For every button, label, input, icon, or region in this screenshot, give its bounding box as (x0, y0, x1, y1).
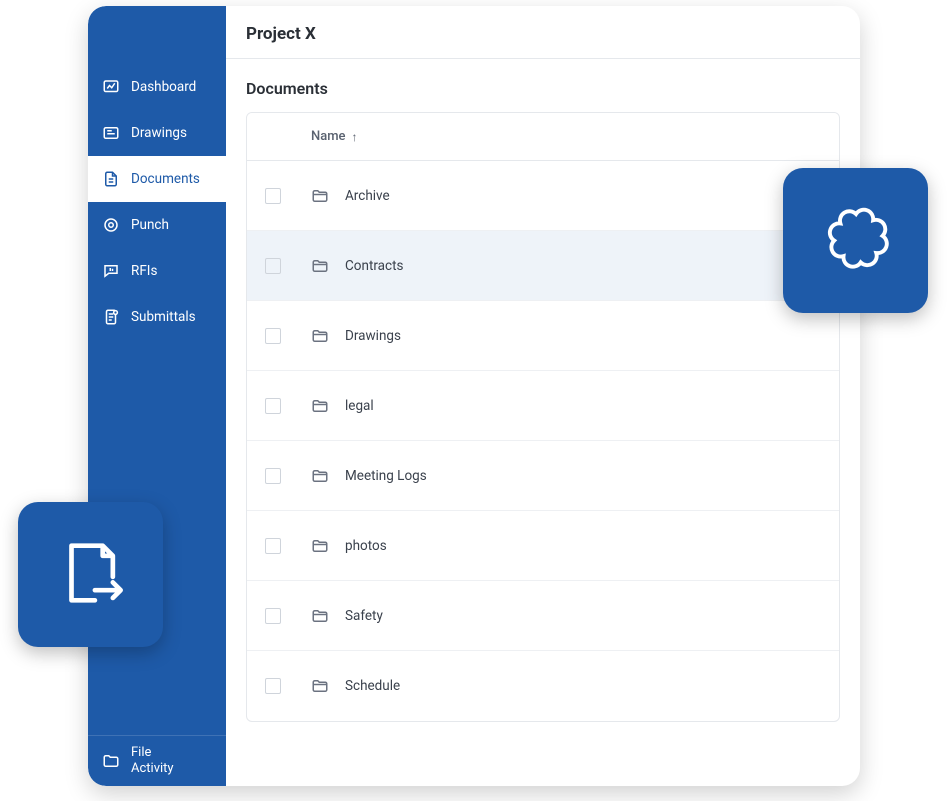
table-row[interactable]: Drawings (247, 301, 839, 371)
table-row[interactable]: Schedule (247, 651, 839, 721)
sidebar: Dashboard Drawings Documents Punch (88, 6, 226, 786)
row-checkbox[interactable] (265, 538, 281, 554)
sidebar-item-file-activity[interactable]: File Activity (88, 736, 226, 786)
row-checkbox[interactable] (265, 678, 281, 694)
row-checkbox[interactable] (265, 398, 281, 414)
folder-icon (311, 328, 329, 344)
column-header-name: Name (311, 129, 346, 144)
folder-icon (311, 608, 329, 624)
table-row[interactable]: Contracts (247, 231, 839, 301)
sidebar-item-rfis[interactable]: RFIs (88, 248, 226, 294)
sidebar-item-label: Submittals (131, 309, 196, 325)
row-checkbox[interactable] (265, 188, 281, 204)
row-checkbox[interactable] (265, 328, 281, 344)
row-name: Drawings (345, 328, 401, 344)
folder-icon (311, 678, 329, 694)
sidebar-item-label: Punch (131, 217, 169, 233)
folder-activity-icon (102, 752, 120, 770)
row-name: Schedule (345, 678, 400, 694)
sidebar-item-label: RFIs (131, 263, 157, 279)
sidebar-item-drawings[interactable]: Drawings (88, 110, 226, 156)
table-header[interactable]: Name ↑ (247, 113, 839, 161)
table-row[interactable]: Meeting Logs (247, 441, 839, 511)
header: Project X (226, 6, 860, 59)
page-title: Project X (246, 24, 840, 44)
sidebar-item-label: File Activity (131, 745, 174, 776)
row-name: Safety (345, 608, 383, 624)
rfi-icon (102, 262, 120, 280)
drawings-icon (102, 124, 120, 142)
row-checkbox[interactable] (265, 608, 281, 624)
file-export-icon (52, 534, 130, 616)
document-icon (102, 170, 120, 188)
folder-icon (311, 468, 329, 484)
folder-icon (311, 538, 329, 554)
table-row[interactable]: photos (247, 511, 839, 581)
sort-ascending-icon: ↑ (352, 130, 358, 144)
table-row[interactable]: Safety (247, 581, 839, 651)
row-checkbox[interactable] (265, 258, 281, 274)
app-window: Dashboard Drawings Documents Punch (88, 6, 860, 786)
row-name: legal (345, 398, 374, 414)
cloud-flower-icon (817, 200, 895, 282)
row-name: Meeting Logs (345, 468, 427, 484)
documents-table: Name ↑ Archive Contracts Drawings (246, 112, 840, 722)
folder-icon (311, 398, 329, 414)
table-row[interactable]: legal (247, 371, 839, 441)
sidebar-item-label: Drawings (131, 125, 187, 141)
main-content: Project X Documents Name ↑ Archive Contr… (226, 6, 860, 786)
table-row[interactable]: Archive (247, 161, 839, 231)
section-title: Documents (226, 59, 860, 112)
sidebar-item-documents[interactable]: Documents (88, 156, 226, 202)
export-file-card (18, 502, 163, 647)
sidebar-item-submittals[interactable]: Submittals (88, 294, 226, 340)
punch-icon (102, 216, 120, 234)
row-name: Contracts (345, 258, 403, 274)
sidebar-item-dashboard[interactable]: Dashboard (88, 64, 226, 110)
egnyte-card (783, 168, 928, 313)
sidebar-item-label: Dashboard (131, 79, 196, 95)
row-name: Archive (345, 188, 390, 204)
folder-icon (311, 258, 329, 274)
row-name: photos (345, 538, 387, 554)
submittals-icon (102, 308, 120, 326)
sidebar-item-label: Documents (131, 171, 200, 187)
sidebar-item-punch[interactable]: Punch (88, 202, 226, 248)
dashboard-icon (102, 78, 120, 96)
folder-icon (311, 188, 329, 204)
row-checkbox[interactable] (265, 468, 281, 484)
